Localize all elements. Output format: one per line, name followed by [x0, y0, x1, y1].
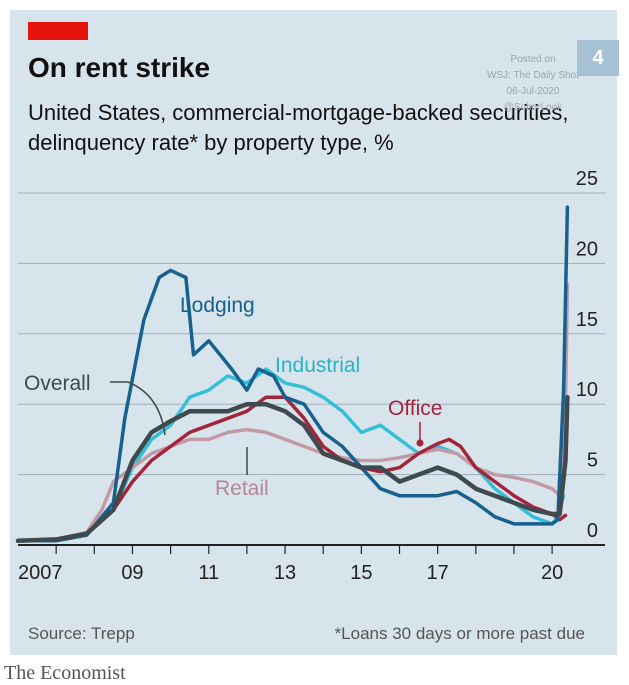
y-tick-label-0: 0 — [587, 520, 598, 542]
series-label-retail: Retail — [215, 477, 269, 500]
publisher-brand: The Economist — [4, 662, 126, 684]
series-line-overall — [15, 394, 570, 544]
series-label-office: Office — [388, 397, 442, 420]
y-tick-label-15: 15 — [576, 309, 598, 331]
series-label-lodging: Lodging — [180, 294, 255, 317]
chart-subtitle: United States, commercial-mortgage-backe… — [28, 100, 569, 155]
watermark-line1: Posted on — [510, 54, 556, 65]
x-tick-label-13: 13 — [274, 562, 296, 584]
watermark-line2: WSJ: The Daily Shot — [486, 70, 580, 81]
brand-red-tag — [28, 22, 88, 40]
leader-office-dot — [416, 439, 424, 447]
y-tick-label-25: 25 — [576, 168, 598, 190]
watermark-line3: 06-Jul-2020 — [506, 86, 560, 97]
x-tick-label-20: 20 — [541, 562, 563, 584]
series-label-overall: Overall — [24, 372, 91, 395]
series-line-retail — [16, 282, 570, 543]
y-tick-label-5: 5 — [587, 450, 598, 472]
leader-overall — [110, 381, 166, 436]
page-number-badge: 4 — [577, 40, 619, 76]
x-tick-label-2007: 2007 — [18, 562, 63, 584]
y-tick-label-10: 10 — [576, 379, 598, 401]
series-line-office — [16, 395, 568, 543]
line-chart: 0 5 10 15 20 25 2007 09 11 13 15 17 20 Lodging Industr… — [15, 168, 605, 584]
series-label-industrial: Industrial — [275, 354, 360, 377]
chart-title: On rent strike — [28, 52, 211, 83]
watermark-line4: @SoberLook — [503, 102, 563, 113]
footnote: *Loans 30 days or more past due — [334, 624, 585, 643]
series-line-industrial — [16, 367, 566, 543]
watermark: Posted on WSJ: The Daily Shot 06-Jul-202… — [478, 52, 588, 116]
source-note: Source: Trepp — [28, 624, 135, 643]
x-tick-label-09: 09 — [121, 562, 143, 584]
series-line-lodging — [16, 205, 570, 543]
x-tick-label-17: 17 — [427, 562, 449, 584]
chart-panel: On rent strike United States, commercial… — [10, 10, 619, 655]
y-tick-label-20: 20 — [576, 238, 598, 260]
x-tick-label-15: 15 — [350, 562, 372, 584]
x-tick-label-11: 11 — [198, 562, 219, 584]
